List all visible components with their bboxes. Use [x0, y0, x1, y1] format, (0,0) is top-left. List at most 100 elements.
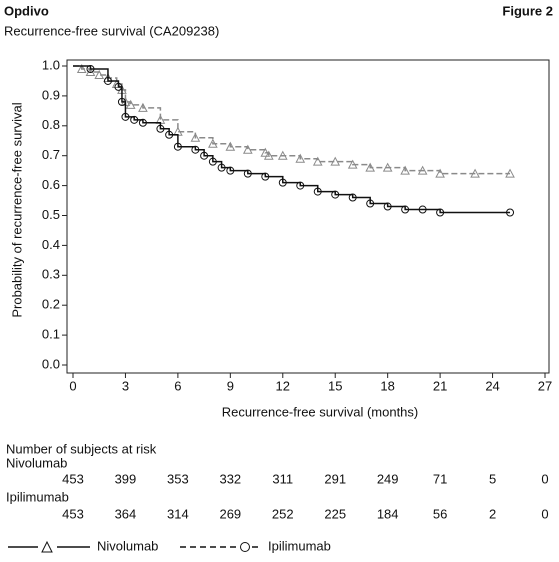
censor-marker [435, 168, 445, 178]
x-axis-title: Recurrence-free survival (months) [222, 404, 419, 419]
x-tick-label: 3 [122, 378, 129, 393]
risk-count: 2 [489, 506, 496, 521]
y-tick-label: 0.4 [42, 237, 60, 252]
x-tick-label: 9 [227, 378, 234, 393]
censor-marker [330, 156, 341, 166]
x-tick-label: 0 [69, 378, 76, 393]
risk-count: 252 [272, 506, 294, 521]
censor-marker [418, 205, 427, 214]
censor-marker [130, 115, 139, 124]
censor-marker [117, 97, 126, 106]
risk-count: 184 [377, 506, 399, 521]
survival-curve [73, 65, 511, 175]
censor-marker [295, 153, 306, 163]
risk-row-label: Ipilimumab [6, 489, 69, 504]
censor-marker [242, 144, 253, 154]
censor-marker [208, 138, 218, 148]
chart-subtitle: Recurrence-free survival (CA209238) [4, 23, 219, 38]
censor-marker [365, 162, 376, 172]
risk-row-label: Nivolumab [6, 455, 67, 470]
chart-title: Opdivo [4, 3, 49, 18]
risk-count: 269 [219, 506, 241, 521]
censor-marker [103, 76, 112, 85]
risk-count: 332 [219, 471, 241, 486]
x-tick-label: 15 [328, 378, 342, 393]
y-tick-label: 0.6 [42, 177, 60, 192]
censor-marker [226, 166, 235, 175]
censor-marker [313, 187, 322, 196]
y-tick-label: 0.8 [42, 117, 60, 132]
censor-marker [225, 141, 236, 151]
x-tick-label: 24 [485, 378, 499, 393]
censor-marker [331, 190, 340, 199]
censor-marker [165, 130, 174, 139]
figure-label: Figure 2 [502, 3, 553, 18]
censor-marker [125, 99, 136, 109]
risk-count: 5 [489, 471, 496, 486]
x-tick-label: 21 [433, 378, 447, 393]
risk-count: 0 [541, 471, 548, 486]
y-tick-label: 0.2 [42, 297, 60, 312]
risk-count: 0 [541, 506, 548, 521]
legend-marker [240, 542, 250, 552]
legend-label: Ipilimumab [268, 538, 331, 553]
censor-marker [366, 199, 375, 208]
censor-marker [217, 163, 226, 172]
risk-count: 71 [433, 471, 447, 486]
censor-marker [383, 202, 392, 211]
censor-marker [382, 162, 393, 172]
plot-frame [66, 59, 550, 374]
censor-marker [208, 157, 217, 166]
censor-marker [296, 181, 305, 190]
y-tick-label: 1.0 [42, 57, 60, 72]
risk-count: 56 [433, 506, 447, 521]
legend-label: Nivolumab [97, 538, 158, 553]
censor-marker [436, 208, 445, 217]
censor-marker [417, 165, 428, 175]
risk-count: 364 [115, 506, 137, 521]
risk-count: 453 [62, 471, 84, 486]
risk-count: 453 [62, 506, 84, 521]
censor-marker [76, 63, 87, 73]
censor-marker [190, 132, 201, 142]
censor-marker [278, 178, 287, 187]
censor-marker [263, 150, 274, 160]
censor-marker [277, 150, 288, 160]
risk-count: 399 [115, 471, 137, 486]
risk-count: 249 [377, 471, 399, 486]
y-tick-label: 0.5 [42, 207, 60, 222]
x-tick-label: 12 [276, 378, 290, 393]
censor-marker [173, 142, 182, 151]
y-tick-label: 0.9 [42, 87, 60, 102]
x-tick-label: 27 [538, 378, 552, 393]
y-tick-label: 0.1 [42, 327, 60, 342]
legend: Nivolumab Ipilimumab [8, 538, 331, 553]
y-tick-label: 0.7 [42, 147, 60, 162]
censor-marker [348, 193, 357, 202]
risk-count: 353 [167, 471, 189, 486]
censor-marker [243, 169, 252, 178]
y-tick-label: 0.3 [42, 267, 60, 282]
censor-marker [138, 118, 147, 127]
y-axis-title: Probability of recurrence-free survival [9, 102, 24, 317]
censor-marker [261, 172, 270, 181]
censor-marker [114, 82, 123, 91]
censor-marker [156, 124, 165, 133]
censor-marker [400, 165, 410, 175]
risk-count: 314 [167, 506, 189, 521]
x-tick-label: 18 [380, 378, 394, 393]
risk-count: 291 [324, 471, 346, 486]
x-tick-label: 6 [174, 378, 181, 393]
risk-count: 311 [272, 471, 293, 486]
y-tick-label: 0.0 [42, 356, 60, 371]
censor-marker [138, 102, 148, 112]
censor-marker [94, 69, 105, 79]
censor-marker [200, 151, 209, 160]
censor-marker [86, 64, 95, 73]
censor-marker [312, 156, 323, 166]
censor-marker [347, 159, 358, 169]
censor-marker [260, 147, 271, 157]
legend-marker [41, 540, 53, 553]
